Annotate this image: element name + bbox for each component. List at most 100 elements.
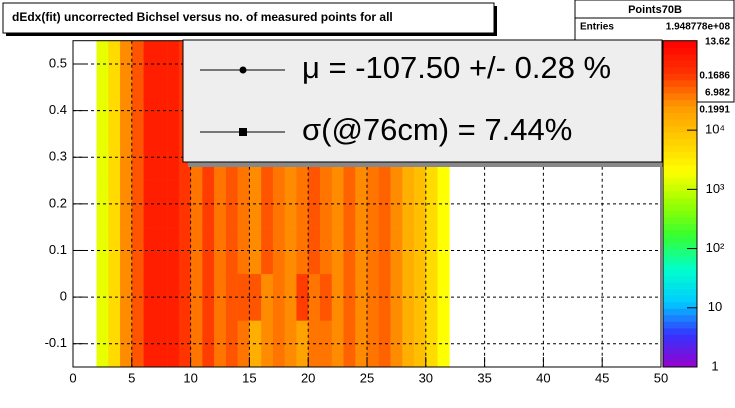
heat-cell (167, 227, 180, 275)
color-bar-step (663, 158, 697, 166)
heat-cell (390, 180, 403, 228)
heat-cell (108, 180, 121, 228)
color-bar-step (663, 295, 697, 303)
color-bar-step (663, 132, 697, 140)
heat-cell (131, 320, 144, 368)
stats-value: 1.948778e+08 (666, 22, 731, 33)
color-bar-step (663, 249, 697, 257)
heat-cell (214, 273, 227, 321)
heat-cell (96, 273, 109, 321)
heat-cell (108, 87, 121, 135)
heat-cell (108, 40, 121, 88)
legend: μ = -107.50 +/- 0.28 % σ(@76cm) = 7.44% (200, 50, 611, 147)
heat-cell (437, 273, 450, 321)
heat-cell (108, 320, 121, 368)
heat-cell (131, 87, 144, 135)
color-bar-step (663, 73, 697, 81)
heat-cell (120, 40, 133, 88)
heat-cell (155, 133, 168, 181)
heat-cell (425, 320, 438, 368)
stats-title: Points70B (628, 4, 682, 16)
heat-cell (178, 320, 191, 368)
color-bar-step (663, 164, 697, 172)
heat-cell (178, 180, 191, 228)
x-tick-label: 10 (183, 370, 197, 385)
heat-cell (96, 133, 109, 181)
y-tick-label: 0.1 (49, 242, 67, 257)
stats-value: 0.1991 (699, 105, 730, 116)
heat-cell (120, 320, 133, 368)
x-tick-label: 0 (69, 370, 76, 385)
heat-cell (378, 320, 391, 368)
color-bar-step (663, 40, 697, 48)
color-bar-step (663, 171, 697, 179)
heat-cell (214, 320, 227, 368)
heat-cell (143, 227, 156, 275)
legend-marker (239, 66, 247, 74)
heat-cell (96, 320, 109, 368)
color-bar-step (663, 275, 697, 283)
heat-cell (96, 227, 109, 275)
chart-title: dEdx(fit) uncorrected Bichsel versus no.… (12, 10, 393, 24)
y-tick-label: 0.5 (49, 55, 67, 70)
color-bar-step (663, 125, 697, 133)
heat-cell (131, 273, 144, 321)
color-bar-step (663, 243, 697, 251)
heat-cell (143, 180, 156, 228)
heat-cell (425, 227, 438, 275)
heat-cell (414, 227, 427, 275)
color-bar-step (663, 314, 697, 322)
heat-cell (120, 227, 133, 275)
heat-cell (96, 180, 109, 228)
color-bar-step (663, 60, 697, 68)
color-bar-step (663, 190, 697, 198)
heat-cell (425, 180, 438, 228)
z-tick-label: 10³ (706, 181, 725, 196)
color-bar-step (663, 321, 697, 329)
color-bar-step (663, 334, 697, 342)
heat-cell (167, 180, 180, 228)
color-bar-step (663, 138, 697, 146)
heat-cell (402, 180, 415, 228)
heat-cell (214, 180, 227, 228)
stats-value: 13.62 (705, 37, 730, 48)
color-bar-step (663, 360, 697, 368)
heat-cell (131, 180, 144, 228)
heat-cell (108, 133, 121, 181)
z-tick-label: 10⁴ (705, 122, 725, 137)
heat-cell (402, 273, 415, 321)
heat-cell (155, 320, 168, 368)
x-tick-label: 15 (242, 370, 256, 385)
color-bar-step (663, 236, 697, 244)
heat-cell (214, 227, 227, 275)
heat-cell (143, 87, 156, 135)
heat-cell (108, 227, 121, 275)
heat-cell (131, 227, 144, 275)
color-bar-frame (662, 40, 698, 368)
color-bar-step (663, 340, 697, 348)
heat-cell (402, 320, 415, 368)
color-bar-step (663, 86, 697, 94)
heat-cell (167, 320, 180, 368)
heat-cell (96, 87, 109, 135)
color-bar-step (663, 177, 697, 185)
heat-cell (167, 40, 180, 88)
y-tick-label: 0 (60, 289, 67, 304)
heat-cell (202, 180, 215, 228)
x-tick-label: 50 (654, 370, 668, 385)
heat-cell (202, 227, 215, 275)
z-tick-label: 10 (708, 299, 722, 314)
legend-label: μ = -107.50 +/- 0.28 % (302, 50, 611, 85)
color-bar-step (663, 203, 697, 211)
heat-cell (178, 273, 191, 321)
z-tick-label: 10² (706, 240, 725, 255)
heat-cell (378, 227, 391, 275)
color-bar-step (663, 99, 697, 107)
x-tick-label: 20 (301, 370, 315, 385)
heat-cell (414, 180, 427, 228)
z-tick-label: 1 (711, 358, 718, 373)
heat-cell (120, 273, 133, 321)
x-tick-label: 30 (419, 370, 433, 385)
heat-cell (390, 320, 403, 368)
